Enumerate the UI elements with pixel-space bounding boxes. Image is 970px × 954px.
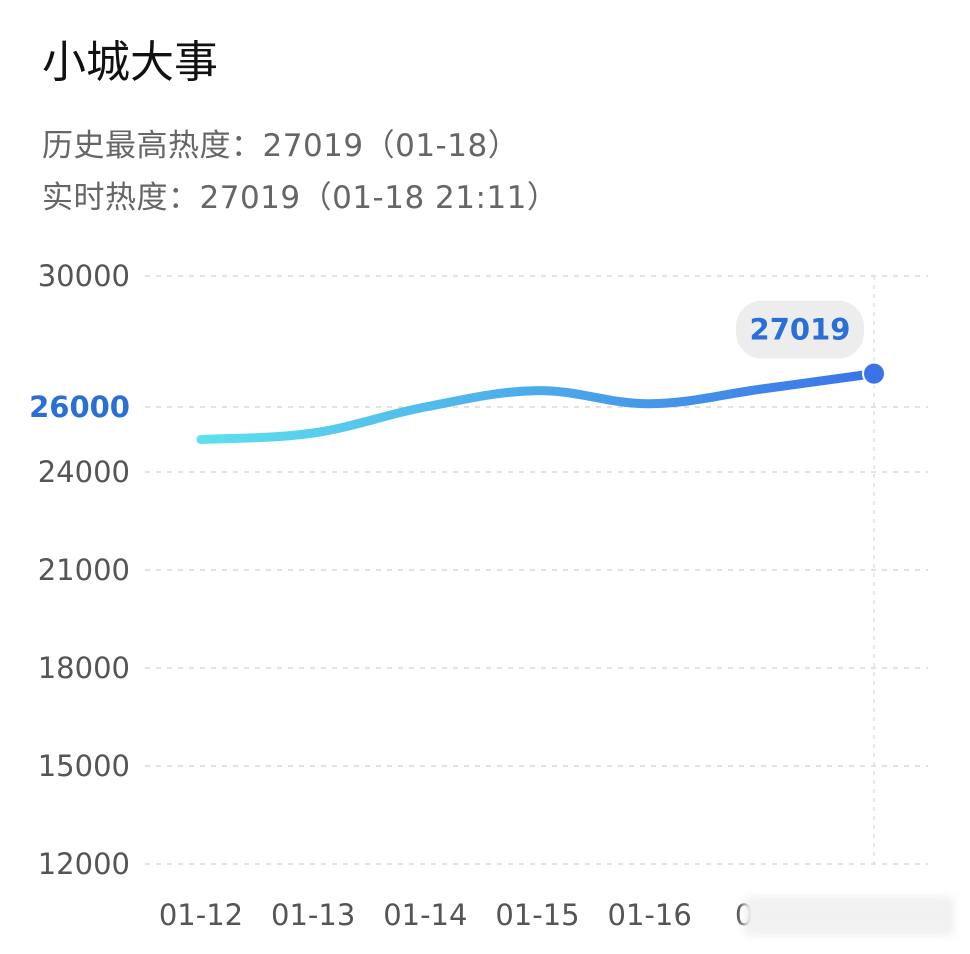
- x-tick-label: 01-13: [271, 898, 355, 932]
- watermark-overlay: [744, 896, 954, 936]
- x-tick-label: 01-16: [608, 898, 692, 932]
- tooltip-box: [736, 300, 864, 359]
- y-tick-label: 26000: [29, 390, 130, 424]
- x-tick-label: 01-15: [495, 898, 579, 932]
- y-tick-label: 15000: [38, 749, 130, 783]
- data-point-latest: [862, 361, 886, 386]
- y-tick-label: 12000: [38, 847, 130, 881]
- x-tick-label: 01-12: [159, 898, 243, 932]
- page-title: 小城大事: [42, 37, 218, 88]
- y-tick-label: 24000: [38, 455, 130, 489]
- y-tick-label: 21000: [38, 553, 130, 587]
- value-tooltip: 27019: [736, 300, 864, 359]
- tooltip-value: 27019: [750, 313, 851, 347]
- y-axis-ticks: 30000 26000 24000 21000 18000 15000 12000: [29, 259, 130, 881]
- live-heat-label: 实时热度：27019（01-18 21:11）: [42, 180, 559, 216]
- y-tick-label: 18000: [38, 651, 130, 685]
- y-tick-label: 30000: [38, 259, 130, 293]
- peak-heat-label: 历史最高热度：27019（01-18）: [42, 128, 520, 164]
- series-line: [196, 369, 879, 444]
- grid-lines: [145, 275, 928, 865]
- x-tick-label: 01-14: [383, 898, 467, 932]
